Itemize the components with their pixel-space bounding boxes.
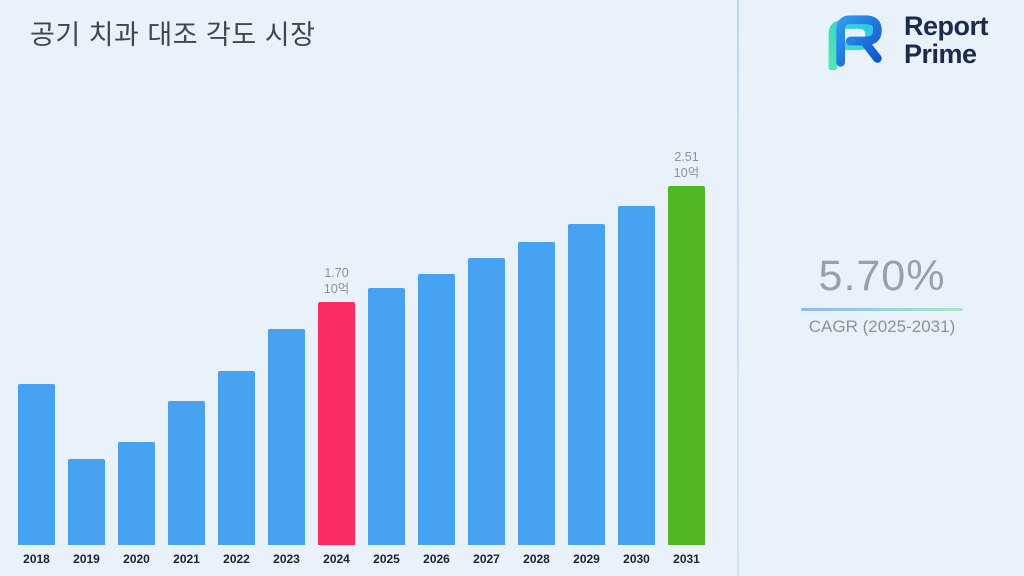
bar-2031	[668, 186, 705, 545]
report-prime-logo-text: Report Prime	[904, 11, 989, 69]
x-axis-tick-label: 2019	[73, 552, 100, 566]
bar-column: 2019	[68, 459, 105, 568]
bar-column: 2026	[418, 274, 455, 568]
x-axis-tick-label: 2022	[223, 552, 250, 566]
x-axis-tick-label: 2026	[423, 552, 450, 566]
bar-2027	[468, 258, 505, 545]
bar-column: 2022	[218, 371, 255, 568]
cagr-label: CAGR (2025-2031)	[808, 317, 956, 336]
x-axis-tick-label: 2021	[173, 552, 200, 566]
x-axis-tick-label: 2027	[473, 552, 500, 566]
x-axis-tick-label: 2031	[673, 552, 700, 566]
cagr-value: 5.70%	[818, 252, 946, 300]
bar-2030	[618, 206, 655, 545]
x-axis-tick-label: 2025	[373, 552, 400, 566]
bar-column: 1.70 10억 2024	[318, 265, 355, 569]
x-axis-tick-label: 2018	[23, 552, 50, 566]
cagr-stat-block: 5.70% CAGR (2025-2031)	[762, 252, 1002, 337]
x-axis-tick-label: 2020	[123, 552, 150, 566]
bar-column: 2028	[518, 242, 555, 568]
x-axis-tick-label: 2023	[273, 552, 300, 566]
x-axis-tick-label: 2028	[523, 552, 550, 566]
x-axis-tick-label: 2030	[623, 552, 650, 566]
bar-column: 2025	[368, 288, 405, 568]
vertical-divider	[737, 0, 739, 576]
bar-2025	[368, 288, 405, 545]
bar-2028	[518, 242, 555, 545]
bar-2020	[118, 442, 155, 545]
bar-column: 2020	[118, 442, 155, 568]
logo-line1: Report	[904, 11, 989, 42]
bar-column: 2.51 10억 2031	[668, 149, 705, 569]
x-axis-tick-label: 2024	[323, 552, 350, 566]
bar-column: 2021	[168, 401, 205, 568]
bar-2022	[218, 371, 255, 545]
bar-column: 2027	[468, 258, 505, 568]
bar-2026	[418, 274, 455, 545]
bar-2019	[68, 459, 105, 545]
bar-value-label: 2.51 10억	[673, 149, 700, 180]
bar-2023	[268, 329, 305, 545]
bar-2021	[168, 401, 205, 545]
bar-value-label: 1.70 10억	[323, 265, 350, 296]
report-prime-logo-icon	[828, 15, 882, 70]
bar-column: 2023	[268, 329, 305, 568]
bar-2029	[568, 224, 605, 545]
report-prime-logo: Report Prime	[824, 11, 989, 70]
bar-2018	[18, 384, 55, 545]
bar-column: 2029	[568, 224, 605, 568]
logo-line2: Prime	[904, 39, 977, 69]
bar-column: 2030	[618, 206, 655, 568]
bar-2024	[318, 302, 355, 545]
x-axis-tick-label: 2029	[573, 552, 600, 566]
cagr-underline	[801, 308, 963, 311]
page-title: 공기 치과 대조 각도 시장	[30, 20, 316, 50]
bar-column: 2018	[18, 384, 55, 568]
bar-chart: 2018 2019 2020 2021 2022 2023 1.70 10억 2024 2025 2…	[18, 98, 718, 568]
